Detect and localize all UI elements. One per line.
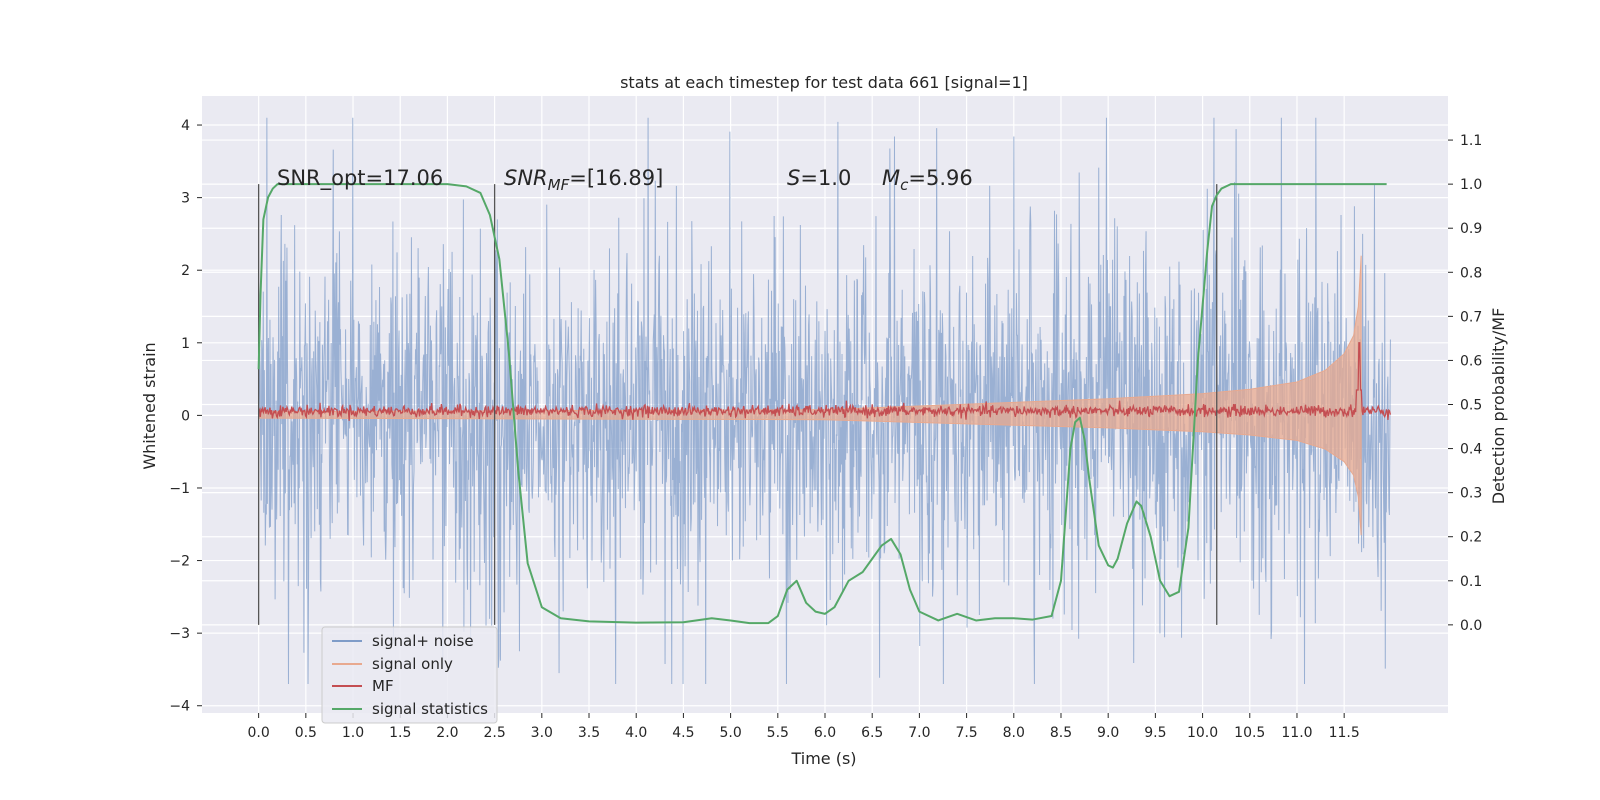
- annotation-mc-symbol: M: [882, 166, 900, 190]
- x-tick-label: 8.5: [1050, 725, 1072, 741]
- series-signal-statistics: [257, 183, 1387, 625]
- annotation-mc: Mc=5.96: [882, 166, 973, 194]
- x-tick-label: 9.0: [1097, 725, 1119, 741]
- series-signal-only: [258, 255, 1362, 536]
- y-axis-label: Whitened strain: [140, 342, 159, 469]
- y-tick-label: 1: [181, 336, 190, 352]
- x-tick-label: 9.5: [1144, 725, 1166, 741]
- x-tick-label: 6.0: [814, 725, 836, 741]
- y-tick-label: 4: [181, 118, 190, 134]
- x-tick-label: 4.5: [672, 725, 694, 741]
- right-y-tick-label: 1.1: [1460, 133, 1482, 149]
- right-y-tick-label: 0.4: [1460, 442, 1482, 458]
- signal-only-band: [258, 255, 1362, 536]
- x-tick-label: 2.5: [483, 725, 505, 741]
- right-y-tick-label: 0.9: [1460, 221, 1482, 237]
- x-tick-label: 10.5: [1234, 725, 1265, 741]
- x-tick-label: 0.5: [295, 725, 317, 741]
- right-y-tick-labels: 1.1 1.0 0.9 0.8 0.7 0.6 0.5 0.4 0.3 0.2 0.1 0.0: [1448, 133, 1482, 634]
- annotation-mc-value: =5.96: [908, 166, 972, 190]
- legend-label-mf: MF: [372, 677, 394, 695]
- annotation-mc-subscript: c: [900, 176, 909, 194]
- right-y-tick-label: 0.8: [1460, 265, 1482, 281]
- legend-label-signal-only: signal only: [372, 655, 453, 673]
- mf-line: [258, 342, 1392, 421]
- chart-title: stats at each timestep for test data 661…: [620, 73, 1028, 92]
- right-y-tick-label: 0.5: [1460, 398, 1482, 414]
- x-tick-label: 7.0: [908, 725, 930, 741]
- annotation-snr-mf-symbol: SNR: [504, 166, 548, 190]
- legend: signal+ noise signal only MF signal stat…: [321, 626, 498, 724]
- y-tick-label: −2: [169, 554, 190, 570]
- x-tick-label: 1.5: [389, 725, 411, 741]
- annotation-snr-mf-subscript: MF: [548, 176, 570, 194]
- x-tick-label: 11.0: [1281, 725, 1312, 741]
- x-tick-label: 5.5: [767, 725, 789, 741]
- right-y-tick-label: 0.1: [1460, 574, 1482, 590]
- x-tick-label: 0.0: [248, 725, 270, 741]
- x-tick-label: 7.5: [955, 725, 977, 741]
- annotation-snr-opt: SNR_opt=17.06: [277, 166, 443, 191]
- annotation-s-symbol: S: [787, 166, 800, 190]
- x-axis-label: Time (s): [790, 749, 856, 768]
- y-tick-label: −3: [169, 626, 190, 642]
- y-tick-label: 3: [181, 191, 190, 207]
- right-y-tick-label: 0.2: [1460, 530, 1482, 546]
- right-y-tick-label: 1.0: [1460, 177, 1482, 193]
- y-tick-label: 0: [181, 408, 190, 424]
- x-tick-label: 8.0: [1003, 725, 1025, 741]
- annotation-snr-mf-value: =[16.89]: [569, 166, 663, 190]
- x-tick-label: 6.5: [861, 725, 883, 741]
- right-y-tick-label: 0.7: [1460, 309, 1482, 325]
- x-tick-labels: 0.0 0.5 1.0 1.5 2.0 2.5 3.0 3.5 4.0 4.5 5.0 5.5 6.0 6…: [248, 713, 1360, 741]
- x-tick-label: 2.0: [436, 725, 458, 741]
- right-y-tick-label: 0.6: [1460, 353, 1482, 369]
- annotation-s: S=1.0: [787, 166, 851, 190]
- x-tick-label: 1.0: [342, 725, 364, 741]
- legend-label-signal-noise: signal+ noise: [372, 632, 474, 650]
- vertical-markers: [257, 184, 1218, 625]
- y-tick-label: 2: [181, 263, 190, 279]
- x-tick-label: 3.0: [531, 725, 553, 741]
- series-mf: [258, 342, 1392, 421]
- x-tick-label: 4.0: [625, 725, 647, 741]
- x-tick-label: 10.0: [1187, 725, 1218, 741]
- y-tick-label: −4: [169, 699, 190, 715]
- x-tick-label: 5.0: [719, 725, 741, 741]
- annotation-s-value: =1.0: [800, 166, 851, 190]
- legend-box: [321, 626, 498, 724]
- annotation-snr-mf: SNRMF=[16.89]: [504, 166, 663, 194]
- right-y-tick-label: 0.3: [1460, 486, 1482, 502]
- signal-statistics-line: [257, 183, 1387, 625]
- right-y-tick-label: 0.0: [1460, 618, 1482, 634]
- y-tick-label: −1: [169, 481, 190, 497]
- right-y-axis-label: Detection probability/MF: [1489, 308, 1508, 505]
- x-tick-label: 11.5: [1329, 725, 1360, 741]
- x-tick-label: 3.5: [578, 725, 600, 741]
- legend-label-signal-statistics: signal statistics: [372, 700, 488, 718]
- y-tick-labels: 4 3 2 1 0 −1 −2 −3 −4: [169, 118, 202, 715]
